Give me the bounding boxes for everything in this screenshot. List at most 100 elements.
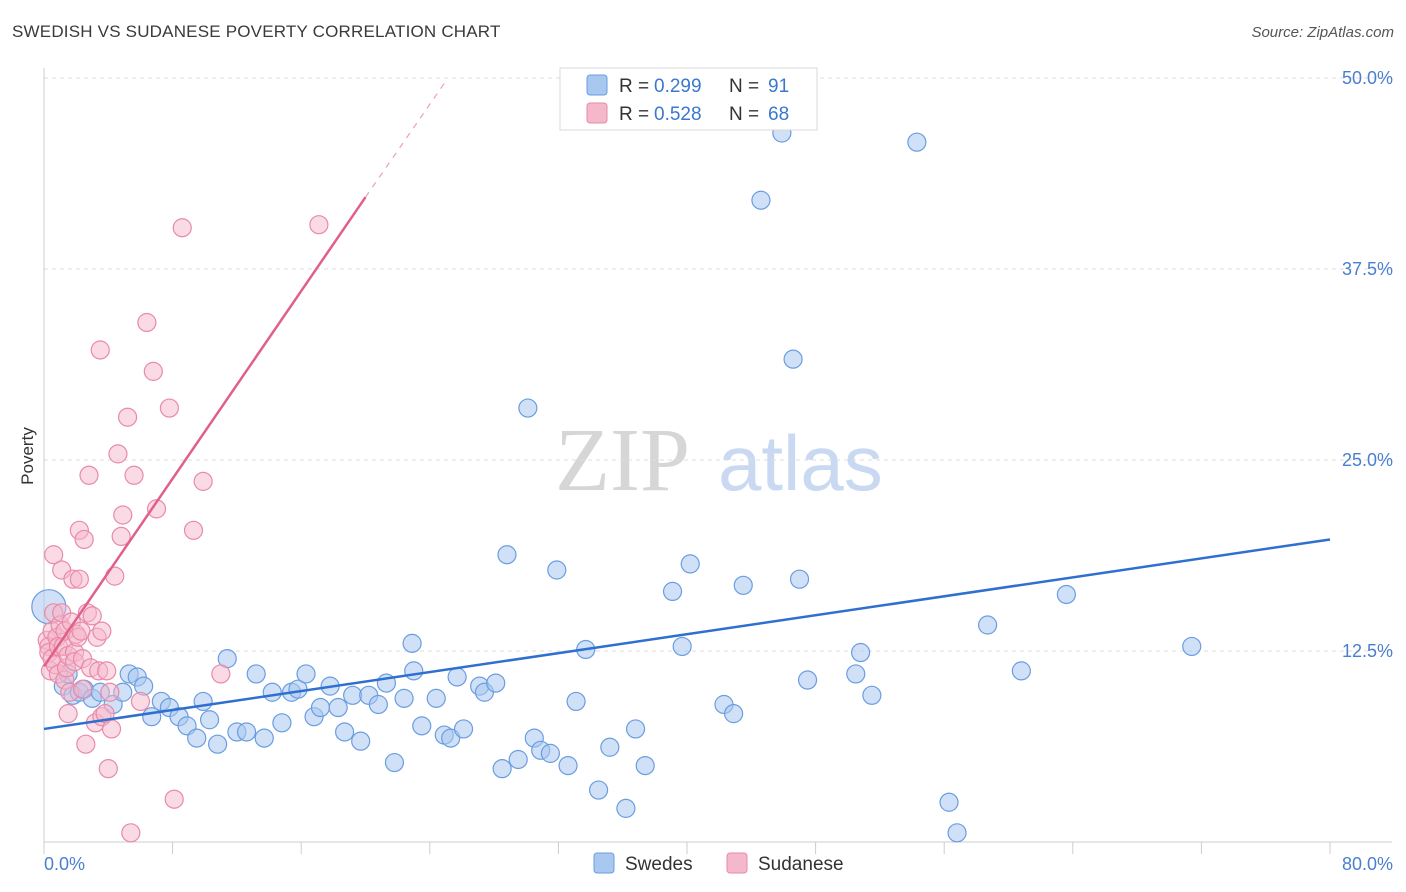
bottom-legend-sudanese: Sudanese — [758, 854, 844, 875]
legend-n-value: 68 — [768, 104, 789, 125]
swedes-point — [558, 755, 578, 776]
trend-lines — [42, 80, 1331, 731]
correlation-legend: R = 0.299 N = 91 R = 0.528 N = 68 — [559, 67, 818, 131]
swedes-point — [199, 710, 220, 730]
sudanese-point — [137, 312, 157, 333]
swedes-point — [797, 670, 818, 690]
legend-r-label: R = — [619, 104, 649, 125]
legend-n-label: N = — [729, 76, 759, 97]
sudanese-point — [69, 569, 89, 589]
swedes-point — [540, 743, 560, 763]
bottom-legend-swedes: Swedes — [625, 854, 693, 875]
legend-n-label: N = — [729, 104, 759, 125]
sudanese-point — [105, 566, 125, 586]
sudanese-point — [100, 682, 120, 702]
swedes-point — [453, 719, 474, 739]
swedes-point — [335, 722, 355, 742]
swedes-point — [862, 685, 882, 705]
swedes-point — [492, 759, 512, 779]
swedes-point — [384, 752, 405, 773]
sudanese-point — [74, 529, 94, 550]
swedes-point — [394, 688, 414, 708]
sudanese-point — [309, 215, 329, 235]
swedes-point — [672, 636, 692, 657]
swedes-point — [412, 716, 432, 736]
sudanese-point — [72, 679, 93, 699]
bottom-legend-swatch-sudanese — [726, 852, 748, 874]
swedes-point — [262, 682, 282, 702]
sudanese-point — [121, 823, 141, 843]
y-tick-label: 37.5% — [1342, 259, 1393, 279]
swedes-point — [404, 661, 424, 681]
swedes-point — [733, 575, 753, 595]
swedes-point — [447, 667, 467, 687]
legend-r-value: 0.528 — [654, 104, 702, 125]
swedes-point — [566, 691, 586, 712]
swedes-point — [907, 132, 927, 152]
sudanese-point — [101, 719, 122, 739]
swedes-point — [851, 642, 871, 663]
swedes-point — [680, 554, 700, 574]
swedes-point — [600, 737, 620, 757]
sudanese-point — [90, 340, 110, 360]
sudanese-point — [117, 407, 138, 427]
sudanese-points — [37, 215, 329, 843]
x-tick-label: 80.0% — [1342, 854, 1393, 874]
swedes-point — [343, 685, 363, 705]
legend-r-value: 0.299 — [654, 76, 702, 97]
swedes-point — [236, 722, 257, 742]
swedes-point — [351, 731, 371, 751]
swedes-point — [310, 697, 331, 718]
swedes-point — [272, 713, 292, 733]
sudanese-point — [76, 734, 96, 754]
swedes-point — [947, 823, 967, 843]
series-legend: Swedes Sudanese — [593, 852, 844, 875]
legend-n-value: 91 — [768, 76, 789, 97]
axes — [43, 68, 1392, 854]
sudanese-point — [172, 218, 192, 238]
sudanese-point — [143, 361, 163, 381]
bottom-legend-swatch-swedes — [593, 852, 615, 874]
sudanese-point — [183, 520, 204, 540]
swedes-point — [486, 673, 506, 693]
swedes-point — [625, 719, 646, 739]
legend-swatch-sudanese — [586, 102, 608, 124]
swedes-point — [1011, 661, 1031, 681]
swedes-point — [588, 780, 609, 800]
swedes-point — [635, 755, 655, 776]
chart-title: SWEDISH VS SUDANESE POVERTY CORRELATION … — [12, 22, 501, 41]
sudanese-point — [108, 444, 128, 464]
swedes-point — [518, 398, 538, 418]
sudanese-point — [79, 465, 99, 485]
swedes-point — [187, 728, 207, 748]
swedes-point — [547, 560, 567, 580]
swedes-point — [193, 691, 213, 712]
gridlines — [44, 77, 1392, 652]
y-tick-label: 50.0% — [1342, 68, 1393, 88]
sudanese-point — [113, 505, 133, 525]
swedes-point — [368, 694, 388, 715]
x-tick-labels: 0.0% 80.0% — [44, 854, 1393, 874]
source-label: Source: ZipAtlas.com — [1251, 24, 1394, 41]
swedes-point — [751, 190, 771, 210]
swedes-point — [724, 704, 744, 724]
swedes-point — [846, 664, 866, 684]
swedes-point — [296, 664, 316, 684]
y-axis-title: Poverty — [18, 427, 37, 485]
swedes-point — [1056, 584, 1076, 605]
swedes-point — [426, 688, 446, 708]
swedes-point — [402, 633, 422, 653]
sudanese-point — [124, 465, 144, 485]
sudanese-trend-extension — [365, 80, 447, 198]
sudanese-point — [98, 759, 118, 779]
swedes-point — [508, 749, 528, 770]
sudanese-trend-line — [42, 196, 367, 667]
swedes-point — [254, 728, 274, 748]
sudanese-point — [159, 398, 179, 418]
x-tick-label: 0.0% — [44, 854, 85, 874]
sudanese-point — [111, 526, 131, 547]
watermark-atlas: atlas — [718, 419, 883, 507]
swedes-point — [662, 581, 683, 602]
swedes-point — [208, 734, 228, 754]
